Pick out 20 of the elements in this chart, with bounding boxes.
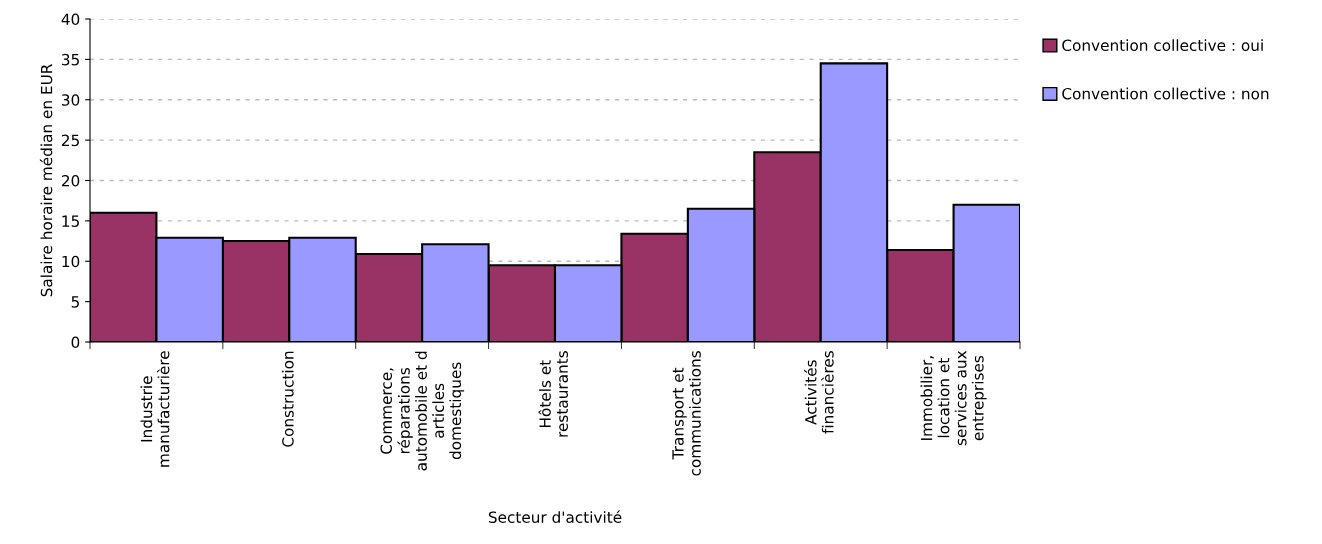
x-axis-title: Secteur d'activité (488, 510, 622, 523)
x-tick-label: Industrie manufacturière (140, 351, 170, 467)
legend-label: Convention collective : non (1062, 87, 1269, 100)
y-tick-label: 35 (62, 53, 79, 66)
y-tick-label: 0 (71, 336, 80, 349)
x-tick-label: Construction (281, 351, 294, 447)
y-tick-label: 30 (62, 94, 80, 106)
y-tick-label: 15 (62, 215, 79, 227)
y-tick-label: 40 (61, 13, 80, 26)
x-tick-label: Immobilier, location et services aux entreprises (920, 350, 987, 446)
y-tick-label: 25 (61, 134, 79, 147)
y-tick-label: 10 (62, 255, 80, 268)
legend-label: Convention collective : oui (1062, 39, 1263, 52)
x-tick-label: Activités financières (804, 351, 834, 434)
x-tick-label: Transport et communications (672, 351, 701, 476)
y-tick-label: 5 (71, 296, 79, 308)
y-axis-title: Salaire horaire médian en EUR (39, 64, 53, 297)
x-tick-label: Hôtels et restaurants (538, 351, 568, 437)
y-tick-label: 20 (61, 174, 80, 187)
x-tick-label: Commerce, réparations automobile et d articles domestiques (380, 351, 465, 471)
